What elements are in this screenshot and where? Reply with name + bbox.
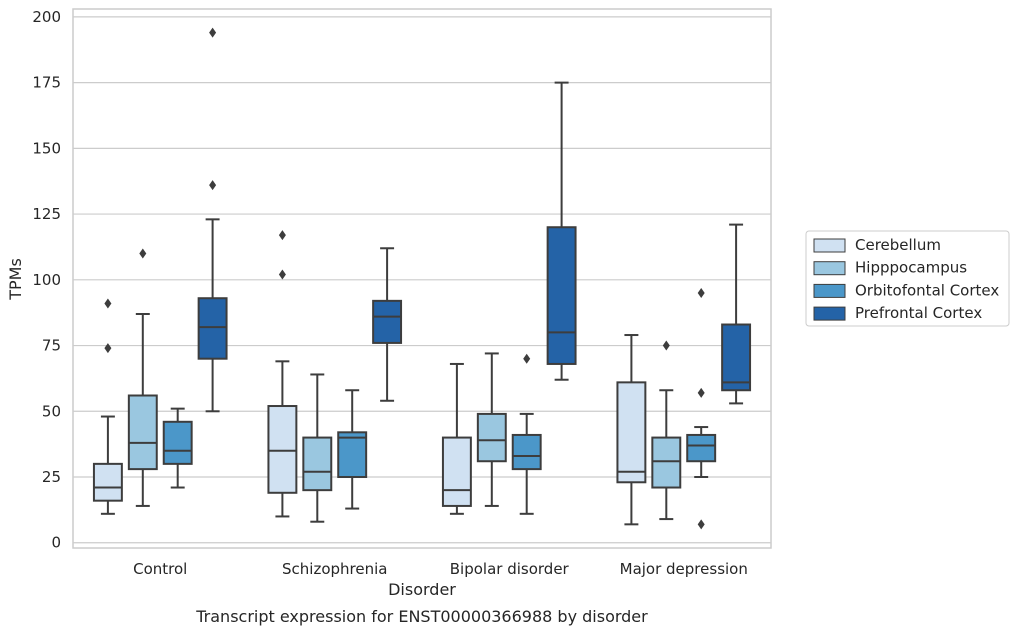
outlier-point (523, 353, 531, 364)
y-tick-label: 150 (32, 139, 61, 157)
y-tick-label: 0 (51, 534, 61, 552)
box-1-1 (302, 373, 333, 523)
box-body (616, 381, 647, 484)
outlier-point (278, 269, 286, 280)
box-0-2 (162, 407, 193, 489)
box-3-0 (616, 334, 647, 526)
box-body (162, 420, 193, 465)
outlier-point (209, 27, 217, 38)
boxes (92, 27, 752, 530)
box-body (267, 405, 298, 494)
y-tick-label: 25 (42, 468, 61, 486)
box-3-3 (721, 223, 752, 405)
box-body (476, 412, 507, 463)
box-0-3 (197, 27, 228, 413)
box-body (337, 431, 368, 479)
legend-frame (805, 230, 1010, 327)
legend-swatch (813, 306, 846, 321)
x-tick-label: Schizophrenia (282, 560, 387, 578)
legend-label: Cerebellum (855, 236, 941, 254)
legend: Cerebellum Hipppocampus Orbitofontal Corte… (805, 230, 1010, 327)
box-body (197, 297, 228, 360)
x-axis-label: Disorder (388, 580, 456, 599)
y-axis-label: TPMs (6, 258, 25, 301)
legend-label: Prefrontal Cortex (855, 304, 982, 322)
y-tick-label: 175 (32, 74, 61, 92)
box-1-3 (372, 247, 403, 402)
x-tick-label: Major depression (620, 560, 748, 578)
outlier-point (209, 180, 217, 191)
box-1-0 (267, 230, 298, 518)
box-body (546, 226, 577, 365)
box-1-2 (337, 389, 368, 510)
y-tick-label: 100 (32, 271, 61, 289)
outlier-point (104, 343, 112, 354)
y-tick-label: 200 (32, 8, 61, 26)
box-body (372, 299, 403, 344)
box-body (651, 436, 682, 489)
box-body (302, 436, 333, 492)
plot-area-frame (72, 8, 772, 549)
x-axis-ticks: Control Schizophrenia Bipolar disorder Majo… (133, 560, 748, 578)
box-body (441, 436, 472, 507)
outlier-point (662, 340, 670, 351)
box-2-1 (476, 352, 507, 507)
outlier-point (104, 298, 112, 309)
box-2-3 (546, 81, 577, 381)
box-2-2 (511, 353, 542, 515)
y-tick-label: 75 (42, 337, 61, 355)
y-tick-label: 125 (32, 205, 61, 223)
y-axis-ticks: 0 25 50 75 100 125 150 175 200 (32, 8, 61, 552)
box-body (127, 394, 158, 471)
legend-label: Orbitofontal Cortex (855, 281, 999, 299)
grid-lines (73, 16, 771, 544)
outlier-point (278, 230, 286, 241)
outlier-point (697, 387, 705, 398)
legend-label: Hipppocampus (855, 259, 967, 277)
box-3-2 (686, 287, 717, 530)
box-body (511, 433, 542, 471)
outlier-point (139, 248, 147, 259)
box-0-0 (92, 298, 123, 515)
box-body (721, 323, 752, 392)
legend-swatch (813, 238, 846, 253)
box-body (92, 462, 123, 502)
figure-caption: Transcript expression for ENST0000036698… (195, 607, 648, 626)
box-0-1 (127, 248, 158, 507)
legend-swatch (813, 261, 846, 276)
box-2-0 (441, 362, 472, 515)
y-tick-label: 50 (42, 402, 61, 420)
box-3-1 (651, 340, 682, 521)
outlier-point (697, 519, 705, 530)
legend-swatch (813, 283, 846, 298)
box-body (686, 433, 717, 463)
outlier-point (697, 287, 705, 298)
x-tick-label: Bipolar disorder (450, 560, 570, 578)
x-tick-label: Control (133, 560, 187, 578)
